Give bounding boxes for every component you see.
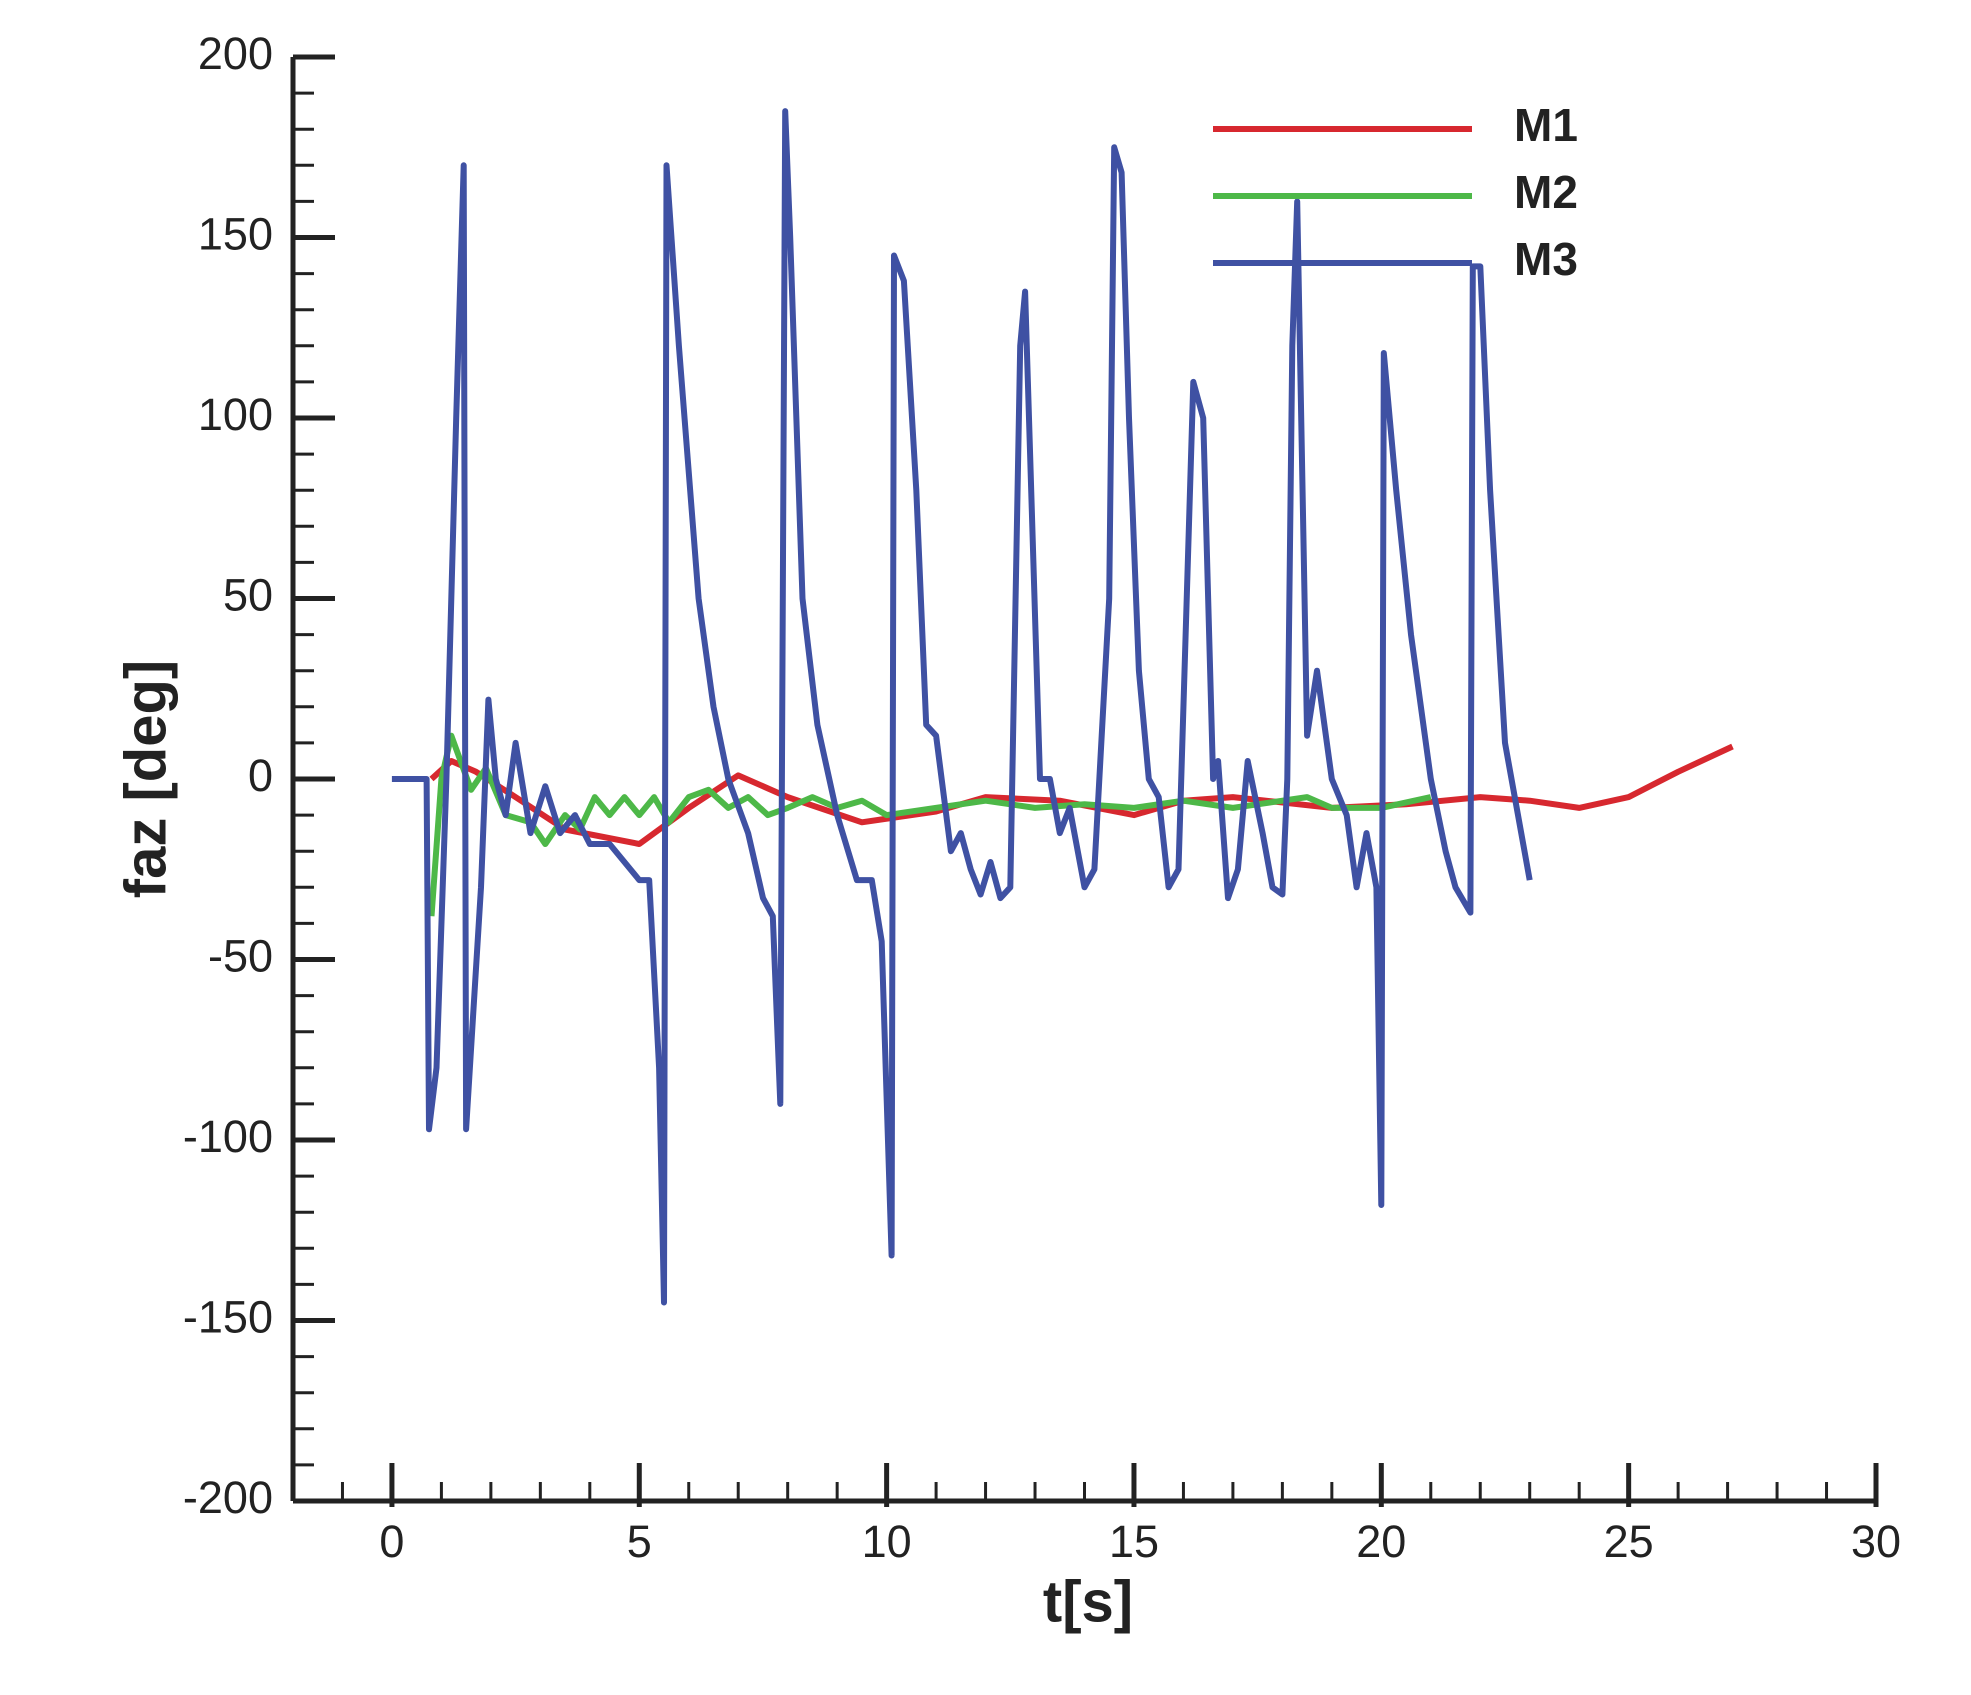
y-tick-label: 200 xyxy=(198,28,273,79)
x-tick-label: 20 xyxy=(1356,1516,1406,1567)
y-tick-label: -50 xyxy=(208,930,273,981)
x-axis-label: t[s] xyxy=(1043,1569,1133,1634)
y-axis-label: faz [deg] xyxy=(113,660,178,898)
y-tick-label: 100 xyxy=(198,389,273,440)
y-tick-label: 0 xyxy=(248,750,273,801)
y-tick-label: 50 xyxy=(223,569,273,620)
x-tick-label: 5 xyxy=(627,1516,652,1567)
y-tick-label: -200 xyxy=(183,1472,273,1523)
x-tick-label: 10 xyxy=(862,1516,912,1567)
x-tick-label: 30 xyxy=(1851,1516,1901,1567)
x-tick-label: 15 xyxy=(1109,1516,1159,1567)
legend-label: M3 xyxy=(1514,233,1578,285)
y-tick-label: 150 xyxy=(198,208,273,259)
x-tick-label: 0 xyxy=(379,1516,404,1567)
y-tick-label: -150 xyxy=(183,1291,273,1342)
line-series xyxy=(391,108,1533,1306)
x-tick-label: 25 xyxy=(1604,1516,1654,1567)
y-tick-label: -100 xyxy=(183,1111,273,1162)
legend-label: M1 xyxy=(1514,99,1578,151)
legend-label: M2 xyxy=(1514,166,1578,218)
